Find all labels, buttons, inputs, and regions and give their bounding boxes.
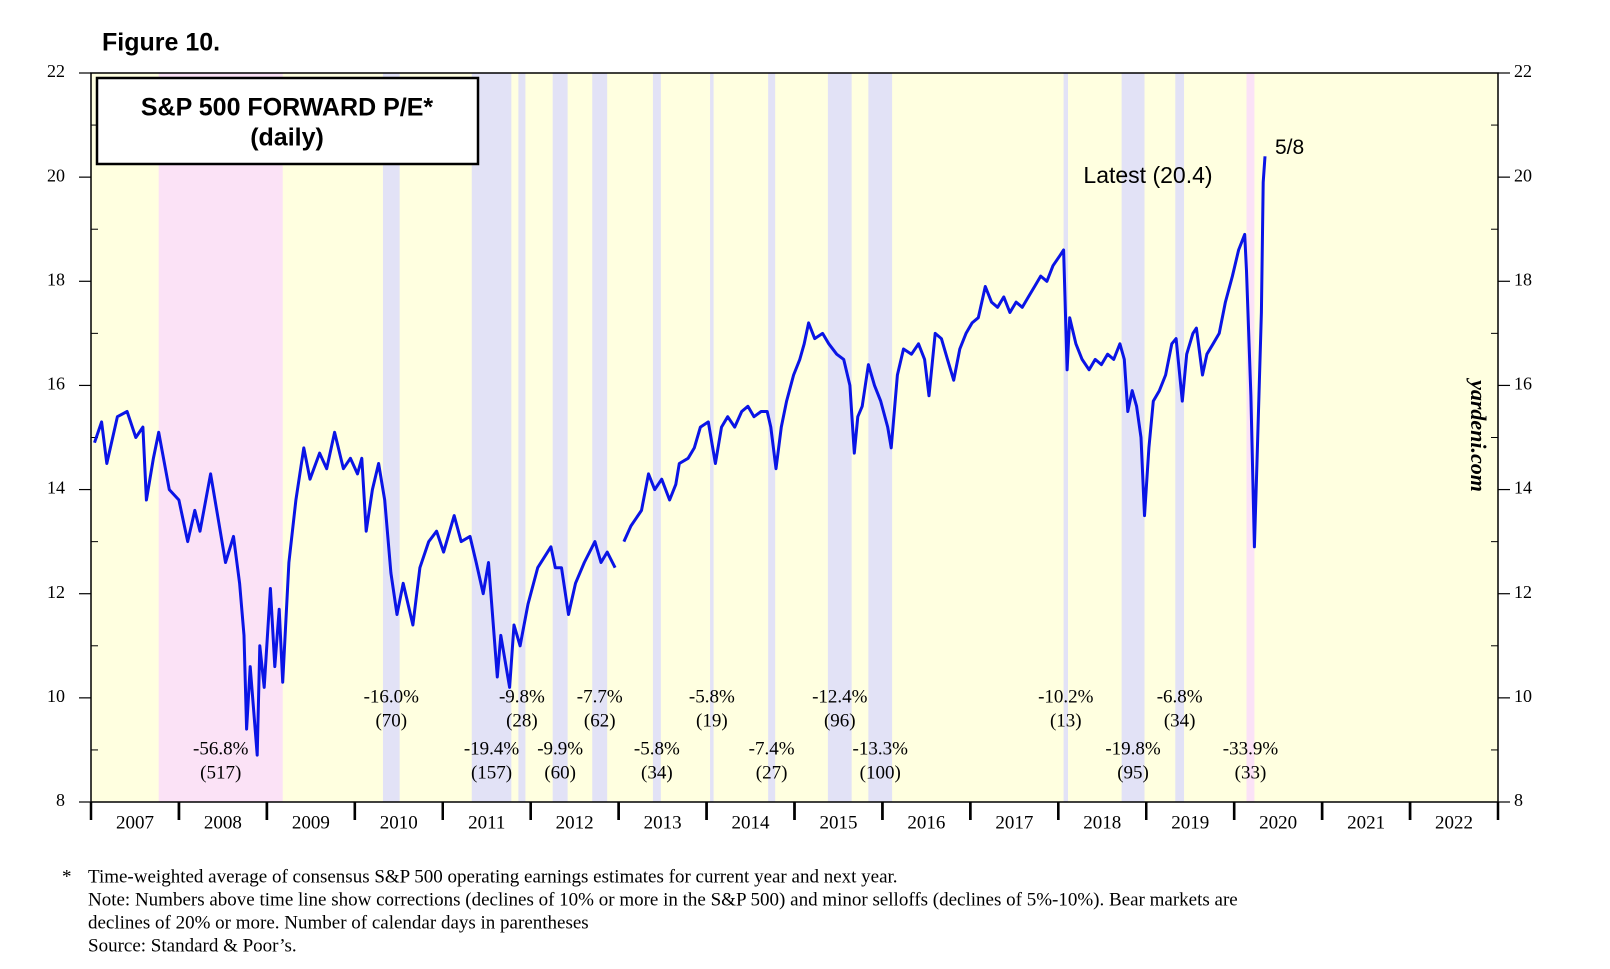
x-tick-label: 2007 bbox=[116, 812, 154, 833]
note-marker: * bbox=[62, 866, 72, 887]
correction-band bbox=[552, 73, 568, 802]
x-tick-label: 2008 bbox=[204, 812, 242, 833]
selloff-change-label: -9.8% bbox=[499, 686, 545, 707]
footnote: declines of 20% or more. Number of calen… bbox=[88, 912, 589, 933]
x-tick-label: 2018 bbox=[1083, 812, 1121, 833]
selloff-days-label: (28) bbox=[506, 710, 538, 731]
x-tick-label: 2011 bbox=[468, 812, 505, 833]
selloff-days-label: (95) bbox=[1117, 762, 1149, 783]
correction-band bbox=[471, 73, 512, 802]
y-tick-label-right: 12 bbox=[1514, 582, 1532, 602]
selloff-days-label: (96) bbox=[824, 710, 856, 731]
correction-band bbox=[868, 73, 893, 802]
x-tick-label: 2017 bbox=[995, 812, 1033, 833]
x-tick-label: 2013 bbox=[644, 812, 682, 833]
x-tick-label: 2014 bbox=[732, 812, 771, 833]
selloff-days-label: (33) bbox=[1235, 762, 1267, 783]
y-tick-label-left: 14 bbox=[47, 478, 65, 498]
y-tick-label-right: 22 bbox=[1514, 61, 1532, 81]
plot-background-layer bbox=[91, 73, 1498, 802]
pe-line bbox=[93, 156, 1267, 757]
footnote: Source: Standard & Poor’s. bbox=[88, 935, 297, 956]
selloff-change-label: -19.8% bbox=[1105, 738, 1161, 759]
x-tick-label: 2012 bbox=[556, 812, 594, 833]
series-layer bbox=[93, 156, 1267, 757]
selloff-days-label: (27) bbox=[756, 762, 788, 783]
latest-label: Latest (20.4) bbox=[1083, 162, 1212, 188]
selloff-change-label: -13.3% bbox=[853, 738, 909, 759]
selloff-change-label: -9.9% bbox=[537, 738, 583, 759]
selloff-change-label: -33.9% bbox=[1223, 738, 1279, 759]
x-tick-label: 2015 bbox=[819, 812, 857, 833]
selloff-days-label: (60) bbox=[544, 762, 576, 783]
y-tick-label-left: 20 bbox=[47, 165, 65, 185]
y-tick-label-right: 20 bbox=[1514, 165, 1532, 185]
y-tick-label-left: 16 bbox=[47, 374, 65, 394]
selloff-change-label: -12.4% bbox=[812, 686, 868, 707]
labels: -56.8% (517) -16.0% (70) -19.4% (157) -9.8% (28… bbox=[88, 136, 1304, 956]
chart-title: S&P 500 FORWARD P/E* bbox=[141, 94, 433, 122]
source-mark: yardeni.com bbox=[1466, 377, 1491, 492]
bear-market-band bbox=[158, 73, 283, 802]
chart-subtitle: (daily) bbox=[250, 124, 324, 152]
selloff-change-label: -16.0% bbox=[364, 686, 420, 707]
y-tick-label-right: 16 bbox=[1514, 374, 1532, 394]
y-tick-label-right: 10 bbox=[1514, 686, 1532, 706]
selloff-days-label: (62) bbox=[584, 710, 616, 731]
footnote: Time-weighted average of consensus S&P 5… bbox=[88, 866, 898, 887]
selloff-days-label: (157) bbox=[471, 762, 512, 783]
x-tick-label: 2020 bbox=[1259, 812, 1297, 833]
figure-label: Figure 10. bbox=[102, 29, 220, 57]
selloff-days-label: (34) bbox=[641, 762, 673, 783]
latest-date-label: 5/8 bbox=[1275, 136, 1304, 159]
selloff-change-label: -5.8% bbox=[634, 738, 680, 759]
y-tick-label-right: 8 bbox=[1514, 790, 1523, 810]
correction-band bbox=[1063, 73, 1068, 802]
selloff-days-label: (13) bbox=[1050, 710, 1082, 731]
selloff-change-label: -7.4% bbox=[749, 738, 795, 759]
x-tick-label: 2016 bbox=[907, 812, 945, 833]
x-tick-label: 2022 bbox=[1435, 812, 1473, 833]
y-tick-label-left: 10 bbox=[47, 686, 65, 706]
selloff-days-label: (70) bbox=[375, 710, 407, 731]
plot-background bbox=[91, 73, 1498, 802]
selloff-days-label: (34) bbox=[1164, 710, 1196, 731]
title-box bbox=[95, 76, 480, 166]
correction-band bbox=[518, 73, 526, 802]
y-tick-label-left: 12 bbox=[47, 582, 65, 602]
selloff-change-label: -19.4% bbox=[464, 738, 520, 759]
x-tick-label: 2019 bbox=[1171, 812, 1209, 833]
correction-band bbox=[652, 73, 661, 802]
selloff-change-label: -56.8% bbox=[193, 738, 249, 759]
correction-band bbox=[1175, 73, 1185, 802]
y-tick-label-left: 18 bbox=[47, 269, 65, 289]
correction-band bbox=[382, 73, 400, 802]
y-tick-label-left: 8 bbox=[56, 790, 65, 810]
selloff-days-label: (19) bbox=[696, 710, 728, 731]
selloff-change-label: -7.7% bbox=[577, 686, 623, 707]
y-tick-label-right: 14 bbox=[1514, 478, 1532, 498]
selloff-change-label: -10.2% bbox=[1038, 686, 1094, 707]
selloff-change-label: -6.8% bbox=[1157, 686, 1203, 707]
y-tick-label-right: 18 bbox=[1514, 269, 1532, 289]
correction-band bbox=[1121, 73, 1145, 802]
x-tick-label: 2021 bbox=[1347, 812, 1385, 833]
selloff-change-label: -5.8% bbox=[689, 686, 735, 707]
selloff-days-label: (100) bbox=[860, 762, 901, 783]
x-tick-label: 2009 bbox=[292, 812, 330, 833]
correction-band bbox=[827, 73, 852, 802]
y-tick-label-left: 22 bbox=[47, 61, 65, 81]
correction-band bbox=[592, 73, 608, 802]
x-tick-label: 2010 bbox=[380, 812, 418, 833]
selloff-days-label: (517) bbox=[200, 762, 241, 783]
footnote: Note: Numbers above time line show corre… bbox=[88, 889, 1238, 910]
